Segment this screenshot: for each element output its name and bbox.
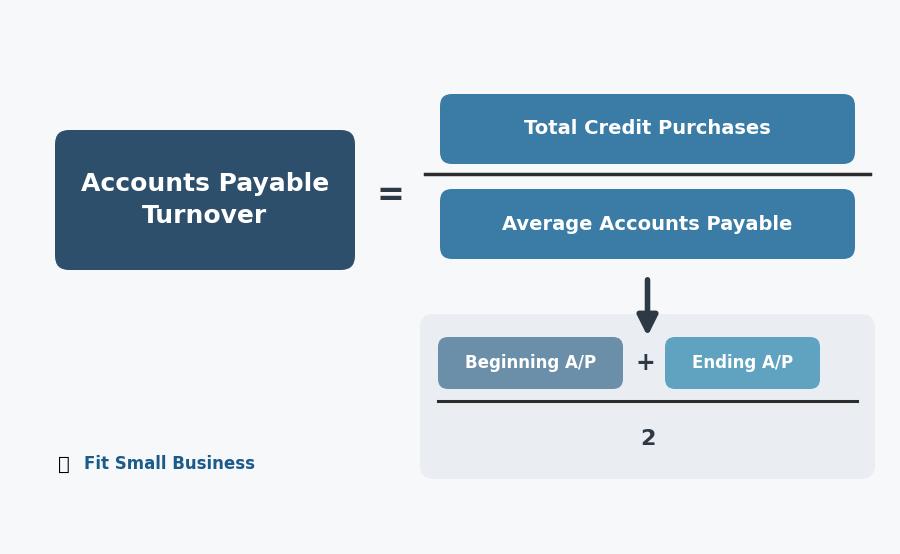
Text: Ending A/P: Ending A/P xyxy=(692,354,793,372)
Text: Accounts Payable
Turnover: Accounts Payable Turnover xyxy=(81,172,329,228)
FancyBboxPatch shape xyxy=(440,94,855,164)
FancyBboxPatch shape xyxy=(55,130,355,270)
Text: Total Credit Purchases: Total Credit Purchases xyxy=(524,120,771,138)
FancyBboxPatch shape xyxy=(440,189,855,259)
FancyBboxPatch shape xyxy=(420,314,875,479)
Text: =: = xyxy=(376,178,404,212)
Text: Average Accounts Payable: Average Accounts Payable xyxy=(502,214,793,233)
Text: Beginning A/P: Beginning A/P xyxy=(465,354,596,372)
Text: +: + xyxy=(635,351,655,375)
FancyBboxPatch shape xyxy=(665,337,820,389)
Text: 2: 2 xyxy=(640,429,655,449)
Text: 💼: 💼 xyxy=(58,454,70,474)
Text: Fit Small Business: Fit Small Business xyxy=(84,455,255,473)
FancyBboxPatch shape xyxy=(438,337,623,389)
